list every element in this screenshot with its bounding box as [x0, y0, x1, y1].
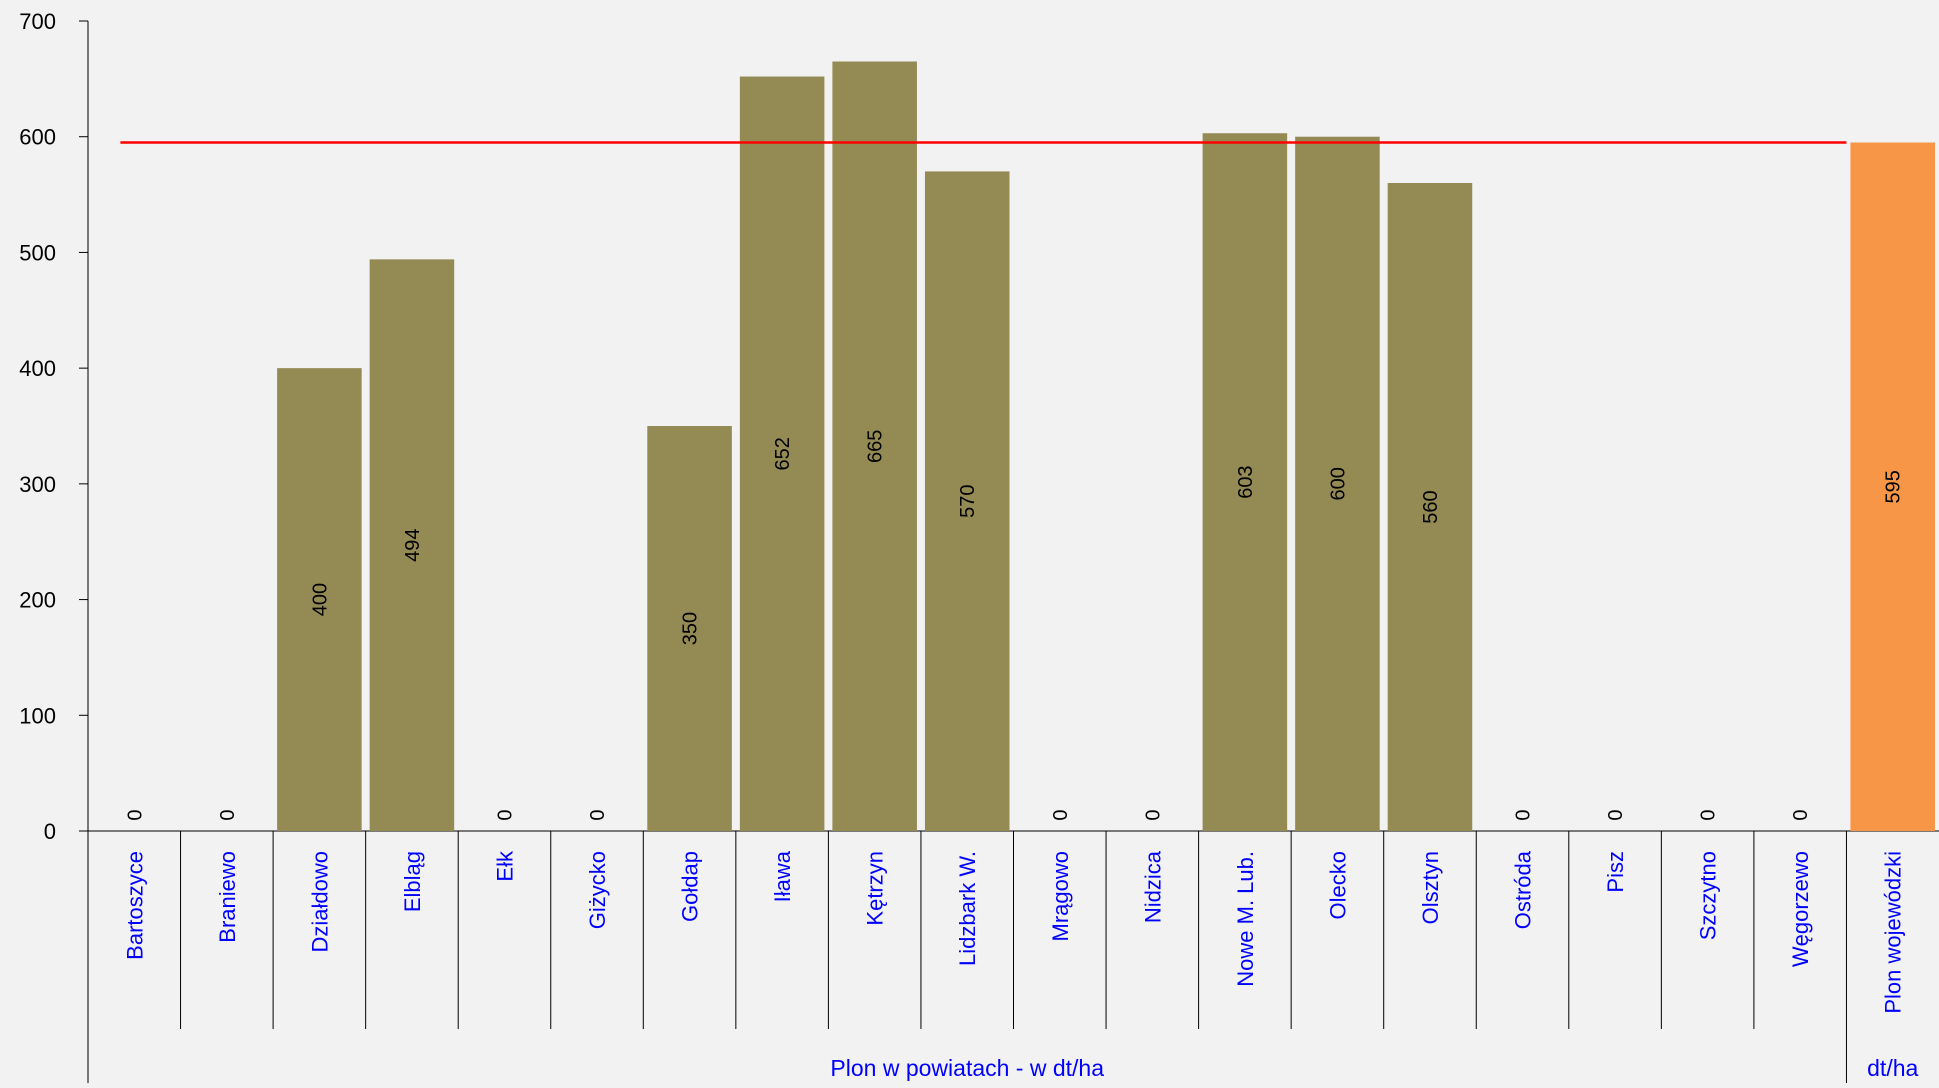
data-label: 0 [587, 809, 609, 820]
data-label: 0 [1605, 809, 1627, 820]
category-label: Nowe M. Lub. [1233, 851, 1258, 987]
bar [647, 426, 732, 831]
data-label: 400 [309, 583, 331, 616]
data-label: 494 [402, 528, 424, 561]
category-label: Pisz [1603, 851, 1628, 893]
data-label: 0 [494, 809, 516, 820]
data-label: 0 [1790, 809, 1812, 820]
category-label: Nidzica [1140, 850, 1165, 923]
bar [924, 171, 1010, 831]
bar [369, 259, 455, 831]
category-label: Kętrzyn [863, 851, 888, 926]
y-tick-label: 700 [19, 9, 56, 34]
data-label: 0 [1698, 809, 1720, 820]
data-label: 603 [1235, 465, 1257, 498]
category-label: Mrągowo [1048, 851, 1073, 941]
bar [1202, 133, 1288, 831]
data-label: 0 [1050, 809, 1072, 820]
bar-plon-wojewodzki [1850, 142, 1935, 831]
y-tick-label: 200 [19, 588, 56, 613]
bar [1387, 183, 1473, 831]
category-label: Ostróda [1511, 850, 1536, 929]
y-tick-label: 100 [19, 703, 56, 728]
category-label: Lidzbark W. [955, 851, 980, 966]
data-label: 652 [772, 437, 794, 470]
data-label: 0 [1142, 809, 1164, 820]
category-label: Elbląg [400, 851, 425, 912]
data-label: 0 [1513, 809, 1535, 820]
group-label-powiaty: Plon w powiatach - w dt/ha [830, 1055, 1104, 1081]
data-label: 350 [680, 612, 702, 645]
data-label: 560 [1420, 490, 1442, 523]
category-label: Olecko [1325, 851, 1350, 919]
y-tick-label: 600 [19, 125, 56, 150]
group-label-wojewodztwo: dt/ha [1867, 1055, 1918, 1081]
data-label: 570 [957, 485, 979, 518]
data-label: 595 [1883, 470, 1905, 503]
category-label: Plon wojewódzki [1881, 851, 1906, 1014]
category-label: Ełk [492, 850, 517, 882]
data-label: 0 [217, 809, 239, 820]
bar [1295, 136, 1380, 831]
category-label: Bartoszyce [122, 851, 147, 960]
category-label: Węgorzewo [1788, 851, 1813, 967]
bar [277, 368, 362, 831]
category-label: Szczytno [1696, 851, 1721, 940]
bar [832, 61, 917, 831]
y-tick-label: 500 [19, 240, 56, 265]
category-label: Braniewo [215, 851, 240, 943]
category-label: Olsztyn [1418, 851, 1443, 924]
category-label: Gołdap [678, 851, 703, 922]
data-label: 0 [124, 809, 146, 820]
y-tick-label: 400 [19, 356, 56, 381]
category-label: Iława [770, 850, 795, 902]
y-tick-label: 0 [44, 819, 56, 844]
data-label: 665 [865, 430, 887, 463]
category-label: Działdowo [307, 851, 332, 953]
bar [739, 76, 825, 832]
y-tick-label: 300 [19, 472, 56, 497]
category-label: Giżycko [585, 851, 610, 929]
data-label: 600 [1327, 467, 1349, 500]
